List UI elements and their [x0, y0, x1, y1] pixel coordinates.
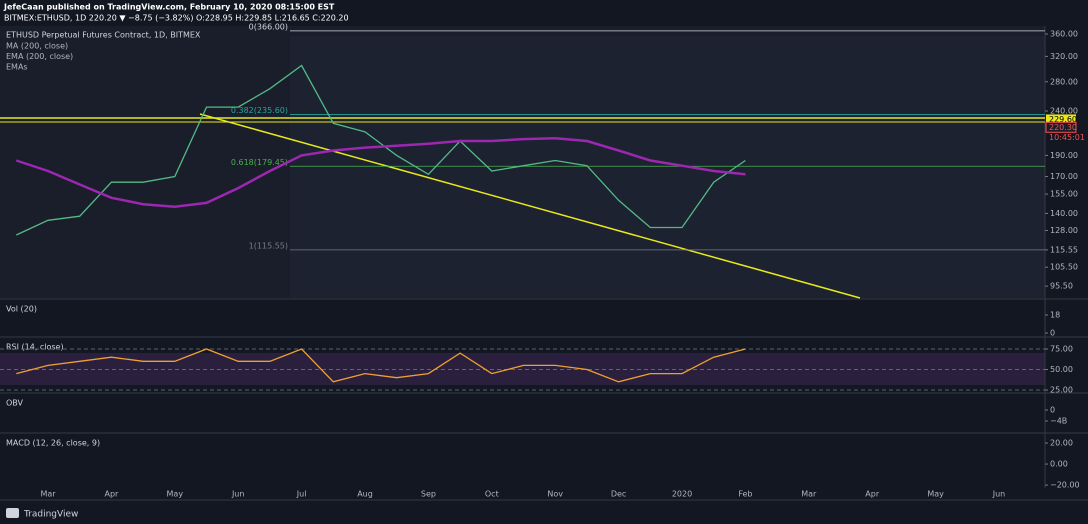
- x-tick-label: 2020: [672, 490, 692, 499]
- y-tick-label: 360.00: [1050, 30, 1078, 39]
- trendline: [199, 113, 861, 299]
- fib-label: 0.382(235.60): [231, 106, 288, 115]
- x-tick-label: Dec: [611, 490, 626, 499]
- legend-entry: EMA (200, close): [6, 52, 73, 61]
- x-tick-label: Apr: [104, 490, 119, 499]
- price-tag: [1046, 114, 1076, 125]
- x-tick-label: Mar: [40, 490, 56, 499]
- pane-title: Vol (20): [6, 305, 37, 314]
- fib-label: 1(115.55): [249, 241, 288, 250]
- y-tick-label: 128.00: [1050, 226, 1078, 235]
- y-tick-label: 20.00: [1050, 439, 1073, 448]
- y-tick-label: 0.00: [1050, 460, 1068, 469]
- price-tag: [1045, 121, 1077, 133]
- x-tick-label: Apr: [865, 490, 880, 499]
- y-tick-label: 140.00: [1050, 209, 1078, 218]
- y-tick-label: 170.00: [1050, 172, 1078, 181]
- x-tick-label: May: [927, 490, 944, 499]
- x-tick-label: Jul: [296, 490, 307, 499]
- legend-entry: EMAs: [6, 63, 28, 72]
- series-line: [16, 64, 746, 236]
- y-tick-label: 280.00: [1050, 77, 1078, 86]
- price-tag-label: 229.60: [1049, 115, 1077, 124]
- pane-title: OBV: [6, 399, 24, 408]
- y-tick-label: 155.00: [1050, 190, 1078, 199]
- brand-icon: [6, 508, 19, 518]
- series-line: [16, 348, 746, 383]
- y-tick-label: 320.00: [1050, 52, 1078, 61]
- pane-title: MACD (12, 26, close, 9): [6, 439, 100, 448]
- fib-zone: [290, 36, 1045, 298]
- x-tick-label: Aug: [357, 490, 373, 499]
- y-tick-label: 95.50: [1050, 282, 1073, 291]
- publisher: JefeCaan published on TradingView.com, F…: [3, 3, 335, 12]
- x-tick-label: Jun: [992, 490, 1006, 499]
- x-tick-label: Mar: [801, 490, 817, 499]
- fib-label: 0.618(179.45): [231, 158, 288, 167]
- price-tag-label: 220.30: [1049, 123, 1077, 132]
- legend-entry: MA (200, close): [6, 42, 68, 51]
- pane-title: RSI (14, close): [6, 343, 64, 352]
- x-tick-label: May: [167, 490, 184, 499]
- y-tick-label: 75.00: [1050, 344, 1073, 353]
- series-line: [15, 136, 746, 209]
- fib-label: 0(366.00): [249, 22, 288, 31]
- countdown: 10:45:01: [1049, 133, 1085, 142]
- y-tick-label: 105.50: [1050, 263, 1078, 272]
- y-tick-label: 0: [1050, 405, 1055, 414]
- y-tick-label: 0: [1050, 329, 1055, 338]
- x-tick-label: Feb: [738, 490, 752, 499]
- pane-title: ETHUSD Perpetual Futures Contract, 1D, B…: [6, 31, 201, 40]
- y-tick-label: 190.00: [1050, 151, 1078, 160]
- x-tick-label: Jun: [231, 490, 245, 499]
- y-tick-label: 25.00: [1050, 386, 1073, 395]
- x-tick-label: Nov: [547, 490, 563, 499]
- y-tick-label: 50.00: [1050, 365, 1073, 374]
- y-tick-label: −20.00: [1050, 481, 1080, 490]
- y-tick-label: 240.00: [1050, 107, 1078, 116]
- footer-brand: TradingView: [23, 510, 78, 520]
- y-tick-label: 115.55: [1050, 245, 1078, 254]
- x-tick-label: Oct: [485, 490, 499, 499]
- y-tick-label: 18: [1050, 311, 1060, 320]
- y-tick-label: −4B: [1050, 416, 1067, 425]
- quote: BITMEX:ETHUSD, 1D 220.20 ▼ −8.75 (−3.82%…: [4, 14, 349, 23]
- rsi-band: [0, 353, 1045, 385]
- x-tick-label: Sep: [421, 490, 436, 499]
